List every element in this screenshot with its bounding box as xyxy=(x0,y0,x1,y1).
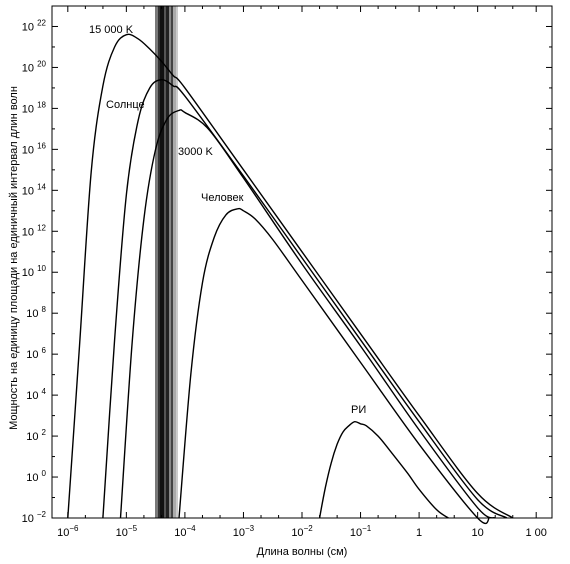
x-tick-label: 1 00 xyxy=(525,527,546,539)
x-tick-exponent: −3 xyxy=(245,524,255,533)
spectrum-stripe xyxy=(169,6,171,518)
y-tick-exponent: 18 xyxy=(37,100,46,109)
x-tick-base: 10 xyxy=(174,527,186,539)
x-tick-label: 10−3 xyxy=(233,524,255,539)
y-tick-label: 10 4 xyxy=(26,387,46,402)
y-tick-base: 10 xyxy=(22,62,37,74)
spectrum-stripe xyxy=(166,6,169,518)
y-tick-base: 10 xyxy=(26,308,41,320)
series-line-2 xyxy=(119,109,496,519)
curve-label-3000k: 3000 K xyxy=(178,146,214,158)
y-tick-base: 10 xyxy=(22,185,37,197)
y-tick-base: 10 xyxy=(22,513,37,525)
curve-label-human: Человек xyxy=(201,192,244,204)
spectrum-stripe xyxy=(158,6,160,518)
y-tick-exponent: 14 xyxy=(37,182,46,191)
y-tick-label: 10 12 xyxy=(22,223,47,238)
spectrum-stripe xyxy=(173,6,176,518)
y-tick-exponent: 0 xyxy=(42,469,47,478)
y-tick-label: 10 2 xyxy=(26,428,46,443)
y-tick-exponent: 8 xyxy=(42,305,47,314)
x-tick-base: 10 xyxy=(116,527,128,539)
x-tick-label: 1 xyxy=(416,527,422,539)
curves-group xyxy=(67,33,514,525)
y-tick-label: 10 −2 xyxy=(22,510,47,525)
x-tick-base: 1 00 xyxy=(525,527,546,539)
spectrum-stripe xyxy=(171,6,173,518)
y-tick-label: 10 16 xyxy=(22,141,47,156)
spectrum-stripe xyxy=(160,6,164,518)
series-line-0 xyxy=(67,33,514,519)
y-tick-label: 10 22 xyxy=(22,18,47,33)
y-tick-label: 10 10 xyxy=(22,264,47,279)
x-tick-label: 10 xyxy=(472,527,484,539)
y-tick-base: 10 xyxy=(26,472,41,484)
y-tick-exponent: 16 xyxy=(37,141,46,150)
x-tick-label: 10−2 xyxy=(291,524,313,539)
visible-spectrum-band xyxy=(155,6,178,518)
spectrum-stripe xyxy=(176,6,178,518)
y-tick-exponent: 12 xyxy=(37,223,46,232)
y-tick-exponent: 22 xyxy=(37,18,46,27)
x-tick-base: 10 xyxy=(350,527,362,539)
x-tick-exponent: −4 xyxy=(186,524,196,533)
y-tick-exponent: −2 xyxy=(37,510,47,519)
curve-label-15000k: 15 000 K xyxy=(89,24,134,36)
x-tick-exponent: −6 xyxy=(69,524,79,533)
y-tick-base: 10 xyxy=(22,226,37,238)
x-axis-ticks: 10−6 10−5 10−4 10−3 10−2 10−1 1 10 1 00 xyxy=(57,6,547,539)
x-tick-base: 10 xyxy=(291,527,303,539)
y-tick-exponent: 2 xyxy=(42,428,47,437)
y-tick-exponent: 4 xyxy=(42,387,47,396)
curve-label-ri: РИ xyxy=(351,404,366,416)
y-axis-label: Мощность на единицу площади на единичный… xyxy=(8,86,20,430)
series-line-4 xyxy=(318,420,449,519)
x-tick-exponent: −5 xyxy=(128,524,138,533)
x-tick-base: 1 xyxy=(416,527,422,539)
y-tick-base: 10 xyxy=(22,144,37,156)
x-tick-label: 10−4 xyxy=(174,524,196,539)
x-tick-label: 10−6 xyxy=(57,524,79,539)
y-tick-base: 10 xyxy=(26,390,41,402)
y-tick-exponent: 10 xyxy=(37,264,46,273)
y-tick-label: 10 14 xyxy=(22,182,47,197)
series-line-1 xyxy=(102,78,508,519)
x-tick-base: 10 xyxy=(472,527,484,539)
series-line-3 xyxy=(178,207,491,525)
y-tick-base: 10 xyxy=(22,103,37,115)
y-tick-base: 10 xyxy=(22,21,37,33)
x-tick-exponent: −1 xyxy=(362,524,372,533)
x-tick-base: 10 xyxy=(57,527,69,539)
plot-frame xyxy=(51,5,553,519)
y-tick-label: 10 8 xyxy=(26,305,46,320)
spectrum-stripe xyxy=(155,6,158,518)
spectrum-stripe xyxy=(164,6,166,518)
x-tick-label: 10−1 xyxy=(350,524,372,539)
y-tick-exponent: 20 xyxy=(37,59,46,68)
y-tick-exponent: 6 xyxy=(42,346,47,355)
x-axis-label: Длина волны (см) xyxy=(257,546,348,558)
y-tick-base: 10 xyxy=(26,431,41,443)
plot-border xyxy=(51,5,553,519)
curve-label-sun: Солнце xyxy=(106,99,145,111)
y-tick-label: 10 6 xyxy=(26,346,46,361)
x-tick-base: 10 xyxy=(233,527,245,539)
y-tick-label: 10 0 xyxy=(26,469,46,484)
y-tick-label: 10 20 xyxy=(22,59,47,74)
y-tick-base: 10 xyxy=(22,267,37,279)
x-tick-label: 10−5 xyxy=(116,524,138,539)
y-tick-base: 10 xyxy=(26,349,41,361)
x-tick-exponent: −2 xyxy=(304,524,314,533)
y-tick-label: 10 18 xyxy=(22,100,47,115)
